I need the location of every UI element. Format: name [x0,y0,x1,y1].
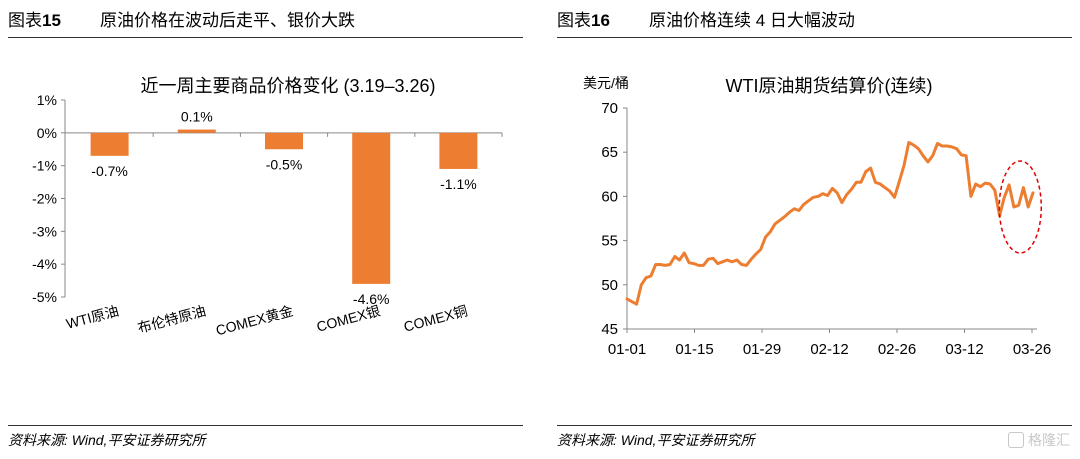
y-tick-label: -3% [32,223,57,239]
x-category-label: 布伦特原油 [136,302,208,336]
y-tick-label: 50 [601,277,618,294]
figure-15-number: 图表15 [8,11,61,30]
bar [439,132,478,169]
y-tick-label: 60 [601,188,618,205]
watermark-logo-icon [1008,432,1024,448]
data-label: -4.6% [353,291,390,307]
x-tick-label: 01-01 [608,341,646,358]
bar [352,132,391,284]
line-chart: WTI原油期货结算价(连续) 美元/桶 45 50 55 60 65 70 01-01 01-15… [583,75,1051,358]
figure-15-source: 资料来源: Wind,平安证券研究所 [8,425,523,450]
x-tick-label: 01-29 [743,341,781,358]
wti-price-line [625,141,1035,306]
y-tick-label: -4% [32,256,57,272]
bar [265,132,303,150]
data-label: 0.1% [181,109,213,125]
figure-15-header: 图表15 原油价格在波动后走平、银价大跌 [8,0,523,38]
x-tick-label: 03-12 [945,341,983,358]
bar [177,129,216,133]
x-category-label: WTI原油 [64,302,120,331]
x-category-label: COMEX黄金 [214,302,295,338]
y-tick-label: 1% [37,92,57,108]
x-category-label: COMEX银 [315,302,382,334]
data-label: -0.7% [91,163,128,179]
y-tick-label: -1% [32,158,57,174]
x-tick-label: 02-12 [810,341,848,358]
bar-chart-title: 近一周主要商品价格变化 (3.19–3.26) [140,76,435,96]
x-category-label: COMEX铜 [402,302,469,334]
figure-16-title: 原油价格连续 4 日大幅波动 [649,11,855,30]
x-tick-label: 03-26 [1013,341,1051,358]
y-tick-label: 55 [601,233,618,250]
watermark-text: 格隆汇 [1028,432,1070,448]
bar-chart: 近一周主要商品价格变化 (3.19–3.26) 1% 0% -1% -2% -3% -4% -… [32,76,503,338]
y-tick-label: 70 [601,100,618,117]
figure-16-header: 图表16 原油价格连续 4 日大幅波动 [557,0,1072,38]
line-chart-title: WTI原油期货结算价(连续) [726,76,933,96]
bar [90,132,129,156]
highlight-ellipse [998,160,1043,254]
figure-16-panel: 图表16 原油价格连续 4 日大幅波动 WTI原油期货结算价(连续) 美元/桶 45… [557,0,1072,459]
y-tick-label: -2% [32,191,57,207]
y-tick-label: 65 [601,144,618,161]
figure-16-source: 资料来源: Wind,平安证券研究所 [557,425,1072,450]
data-label: -1.1% [440,176,477,192]
figure-16-number: 图表16 [557,11,610,30]
data-label: -0.5% [266,156,303,172]
x-tick-label: 02-26 [878,341,916,358]
y-tick-label: -5% [32,289,57,305]
figure-15-title: 原油价格在波动后走平、银价大跌 [100,11,355,30]
watermark: 格隆汇 [1008,430,1070,450]
y-axis-unit: 美元/桶 [583,75,629,91]
y-tick-label: 0% [37,125,57,141]
figure-15-panel: 图表15 原油价格在波动后走平、银价大跌 近一周主要商品价格变化 (3.19–3… [8,0,523,459]
y-tick-label: 45 [601,321,618,338]
x-tick-label: 01-15 [675,341,713,358]
